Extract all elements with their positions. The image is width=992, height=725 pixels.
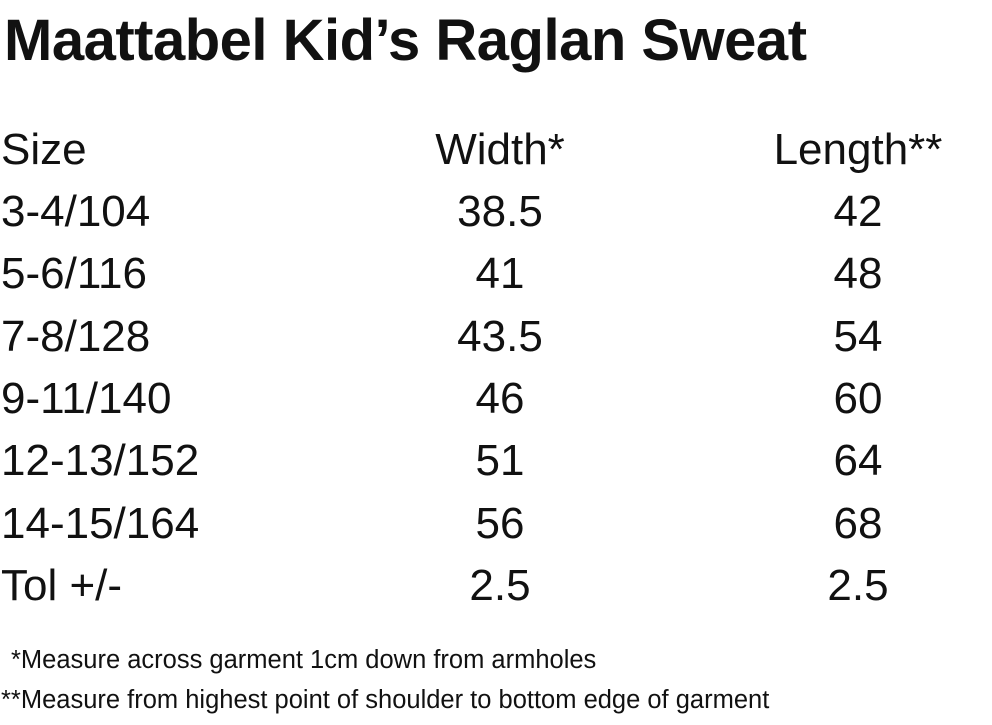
size-cell: 3-4/104 [1, 187, 151, 236]
measure-cell: 64 [833, 436, 883, 486]
size-cell: Tol +/- [1, 560, 123, 610]
column-header: Length** [773, 125, 943, 174]
measure-cell: 43.5 [457, 311, 543, 361]
measure-cell: 2.5 [827, 560, 889, 610]
footnote: **Measure from highest point of shoulder… [1, 686, 770, 714]
measure-cell: 68 [833, 498, 883, 548]
size-cell: 12-13/152 [1, 436, 200, 486]
measure-cell: 48 [833, 249, 883, 299]
title: Maattabel Kid’s Raglan Sweat [4, 8, 807, 73]
measure-cell: 60 [833, 373, 883, 423]
measure-cell: 51 [475, 436, 525, 486]
measure-cell: 54 [833, 311, 883, 361]
size-cell: 9-11/140 [1, 373, 172, 423]
measure-cell: 56 [475, 498, 525, 548]
measure-cell: 38.5 [457, 187, 543, 236]
measure-cell: 46 [475, 373, 525, 423]
size-cell: 5-6/116 [1, 249, 147, 299]
column-header: Width* [435, 125, 565, 174]
footnote: *Measure across garment 1cm down from ar… [11, 646, 597, 674]
measure-cell: 42 [833, 187, 883, 236]
size-cell: 7-8/128 [1, 311, 151, 361]
measure-cell: 2.5 [469, 560, 531, 610]
column-header: Size [1, 125, 87, 174]
measure-cell: 41 [475, 249, 525, 299]
size-cell: 14-15/164 [1, 498, 200, 548]
